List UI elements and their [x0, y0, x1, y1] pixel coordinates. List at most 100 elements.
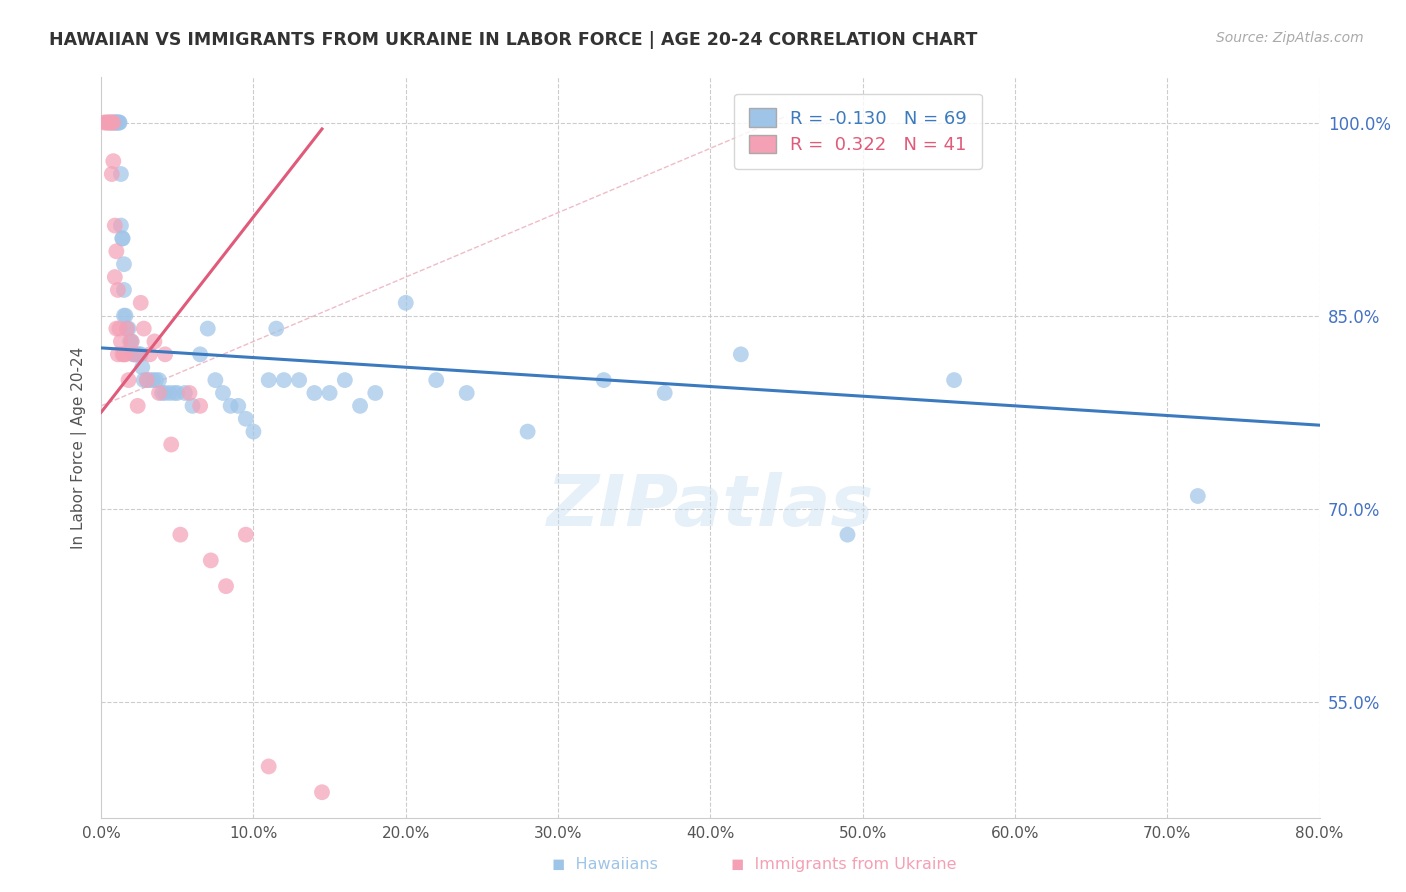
Point	[135, 373, 157, 387]
Text: ◼  Immigrants from Ukraine: ◼ Immigrants from Ukraine	[731, 857, 956, 872]
Point	[124, 347, 146, 361]
Point	[112, 283, 135, 297]
Point	[117, 321, 139, 335]
Point	[107, 283, 129, 297]
Point	[333, 373, 356, 387]
Point	[121, 334, 143, 349]
Point	[94, 115, 117, 129]
Text: ZIPatlas: ZIPatlas	[547, 473, 875, 541]
Point	[257, 373, 280, 387]
Point	[139, 347, 162, 361]
Point	[160, 437, 183, 451]
Point	[114, 347, 136, 361]
Point	[105, 321, 128, 335]
Point	[837, 527, 859, 541]
Point	[148, 386, 170, 401]
Point	[101, 167, 124, 181]
Point	[132, 373, 155, 387]
Point	[105, 115, 128, 129]
Point	[174, 386, 197, 401]
Point	[97, 115, 120, 129]
Point	[132, 321, 155, 335]
Point	[654, 386, 676, 401]
Point	[110, 219, 132, 233]
Point	[143, 334, 166, 349]
Point	[112, 257, 135, 271]
Point	[153, 386, 176, 401]
Point	[115, 321, 138, 335]
Point	[215, 579, 238, 593]
Point	[943, 373, 966, 387]
Point	[456, 386, 478, 401]
Point	[103, 154, 125, 169]
Point	[516, 425, 538, 439]
Point	[592, 373, 614, 387]
Point	[425, 373, 447, 387]
Point	[364, 386, 387, 401]
Point	[115, 321, 138, 335]
Point	[145, 373, 167, 387]
Point	[105, 115, 128, 129]
Point	[311, 785, 333, 799]
Point	[139, 373, 162, 387]
Point	[112, 309, 135, 323]
Point	[200, 553, 222, 567]
Point	[111, 231, 134, 245]
Point	[304, 386, 326, 401]
Point	[108, 321, 131, 335]
Point	[105, 244, 128, 259]
Point	[105, 115, 128, 129]
Point	[107, 347, 129, 361]
Point	[127, 347, 149, 361]
Point	[122, 347, 145, 361]
Point	[117, 373, 139, 387]
Point	[96, 115, 118, 129]
Point	[98, 115, 121, 129]
Point	[349, 399, 371, 413]
Point	[148, 373, 170, 387]
Point	[120, 334, 142, 349]
Point	[101, 115, 124, 129]
Point	[235, 527, 257, 541]
Point	[219, 399, 242, 413]
Point	[114, 309, 136, 323]
Point	[169, 527, 191, 541]
Point	[257, 759, 280, 773]
Point	[110, 334, 132, 349]
Point	[135, 373, 157, 387]
Point	[124, 347, 146, 361]
Legend: R = -0.130   N = 69, R =  0.322   N = 41: R = -0.130 N = 69, R = 0.322 N = 41	[734, 94, 981, 169]
Point	[1187, 489, 1209, 503]
Point	[107, 115, 129, 129]
Point	[97, 115, 120, 129]
Point	[288, 373, 311, 387]
Point	[150, 386, 173, 401]
Point	[188, 399, 211, 413]
Point	[125, 347, 148, 361]
Point	[226, 399, 249, 413]
Text: HAWAIIAN VS IMMIGRANTS FROM UKRAINE IN LABOR FORCE | AGE 20-24 CORRELATION CHART: HAWAIIAN VS IMMIGRANTS FROM UKRAINE IN L…	[49, 31, 977, 49]
Point	[179, 386, 201, 401]
Point	[131, 360, 153, 375]
Point	[181, 399, 204, 413]
Point	[273, 373, 295, 387]
Point	[188, 347, 211, 361]
Point	[159, 386, 181, 401]
Point	[197, 321, 219, 335]
Point	[121, 334, 143, 349]
Point	[104, 115, 127, 129]
Point	[108, 115, 131, 129]
Point	[93, 115, 115, 129]
Point	[103, 115, 125, 129]
Point	[266, 321, 288, 335]
Point	[111, 347, 134, 361]
Point	[127, 399, 149, 413]
Point	[129, 347, 152, 361]
Point	[103, 115, 125, 129]
Point	[235, 411, 257, 425]
Point	[104, 270, 127, 285]
Point	[166, 386, 188, 401]
Text: Source: ZipAtlas.com: Source: ZipAtlas.com	[1216, 31, 1364, 45]
Point	[129, 295, 152, 310]
Point	[142, 373, 165, 387]
